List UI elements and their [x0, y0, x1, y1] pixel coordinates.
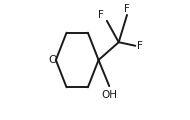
Text: F: F [124, 4, 130, 14]
Text: F: F [136, 41, 142, 51]
Text: F: F [98, 10, 104, 20]
Text: OH: OH [102, 90, 118, 100]
Text: O: O [48, 55, 57, 65]
